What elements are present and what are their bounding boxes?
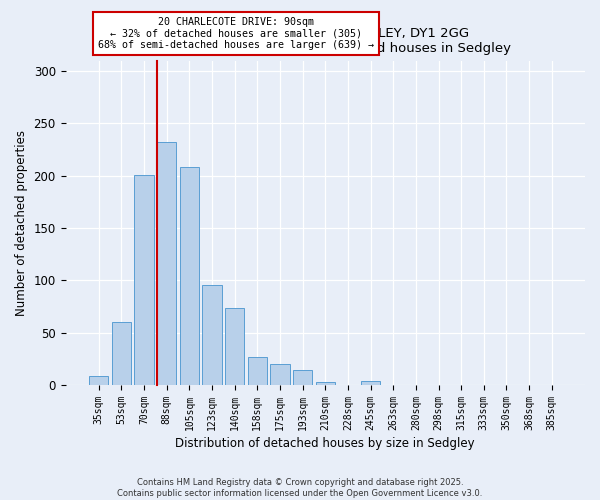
Bar xyxy=(180,168,199,385)
Bar xyxy=(202,284,221,385)
Title: 20, CHARLECOTE DRIVE, DUDLEY, DY1 2GG
Size of property relative to detached hous: 20, CHARLECOTE DRIVE, DUDLEY, DY1 2GG Si… xyxy=(140,28,511,56)
Text: 20 CHARLECOTE DRIVE: 90sqm
← 32% of detached houses are smaller (305)
68% of sem: 20 CHARLECOTE DRIVE: 90sqm ← 32% of deta… xyxy=(98,17,374,50)
Bar xyxy=(157,142,176,385)
Bar xyxy=(293,370,312,385)
X-axis label: Distribution of detached houses by size in Sedgley: Distribution of detached houses by size … xyxy=(175,437,475,450)
Bar xyxy=(112,322,131,385)
Bar xyxy=(248,357,267,385)
Bar xyxy=(134,174,154,385)
Y-axis label: Number of detached properties: Number of detached properties xyxy=(15,130,28,316)
Bar xyxy=(89,376,109,385)
Bar xyxy=(316,382,335,385)
Bar xyxy=(225,308,244,385)
Bar xyxy=(361,381,380,385)
Text: Contains HM Land Registry data © Crown copyright and database right 2025.
Contai: Contains HM Land Registry data © Crown c… xyxy=(118,478,482,498)
Bar xyxy=(271,364,290,385)
